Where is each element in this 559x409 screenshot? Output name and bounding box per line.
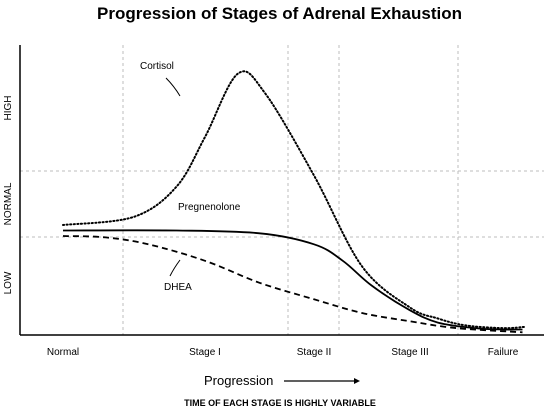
- x-tick-label: Stage II: [297, 347, 331, 358]
- annotation-leaders: [166, 78, 180, 276]
- x-tick-label: Normal: [47, 347, 79, 358]
- x-axis-label: Progression: [204, 373, 273, 388]
- series-line-cortisol: [63, 71, 526, 328]
- y-level-labels: LOW NORMAL HIGH: [3, 96, 14, 295]
- footnote: TIME OF EACH STAGE IS HIGHLY VARIABLE: [184, 398, 376, 408]
- series-lines: [63, 71, 526, 332]
- y-level-label: HIGH: [3, 96, 14, 121]
- grid: [20, 45, 544, 335]
- x-tick-label: Failure: [488, 347, 519, 358]
- series-label-cortisol: Cortisol: [140, 61, 174, 72]
- y-level-label: LOW: [3, 271, 14, 294]
- x-tick-labels: Normal Stage I Stage II Stage III Failure: [47, 347, 519, 358]
- axes: [20, 45, 544, 335]
- x-tick-label: Stage I: [189, 347, 221, 358]
- series-label-pregnenolone: Pregnenolone: [178, 202, 241, 213]
- series-line-dhea: [63, 236, 523, 332]
- series-line-pregnenolone: [63, 230, 523, 329]
- long-right-arrow-icon: [284, 378, 360, 384]
- cortisol-leader: [166, 78, 180, 96]
- series-label-dhea: DHEA: [164, 282, 192, 293]
- x-tick-label: Stage III: [391, 347, 428, 358]
- y-level-label: NORMAL: [3, 182, 14, 225]
- dhea-leader: [170, 260, 180, 276]
